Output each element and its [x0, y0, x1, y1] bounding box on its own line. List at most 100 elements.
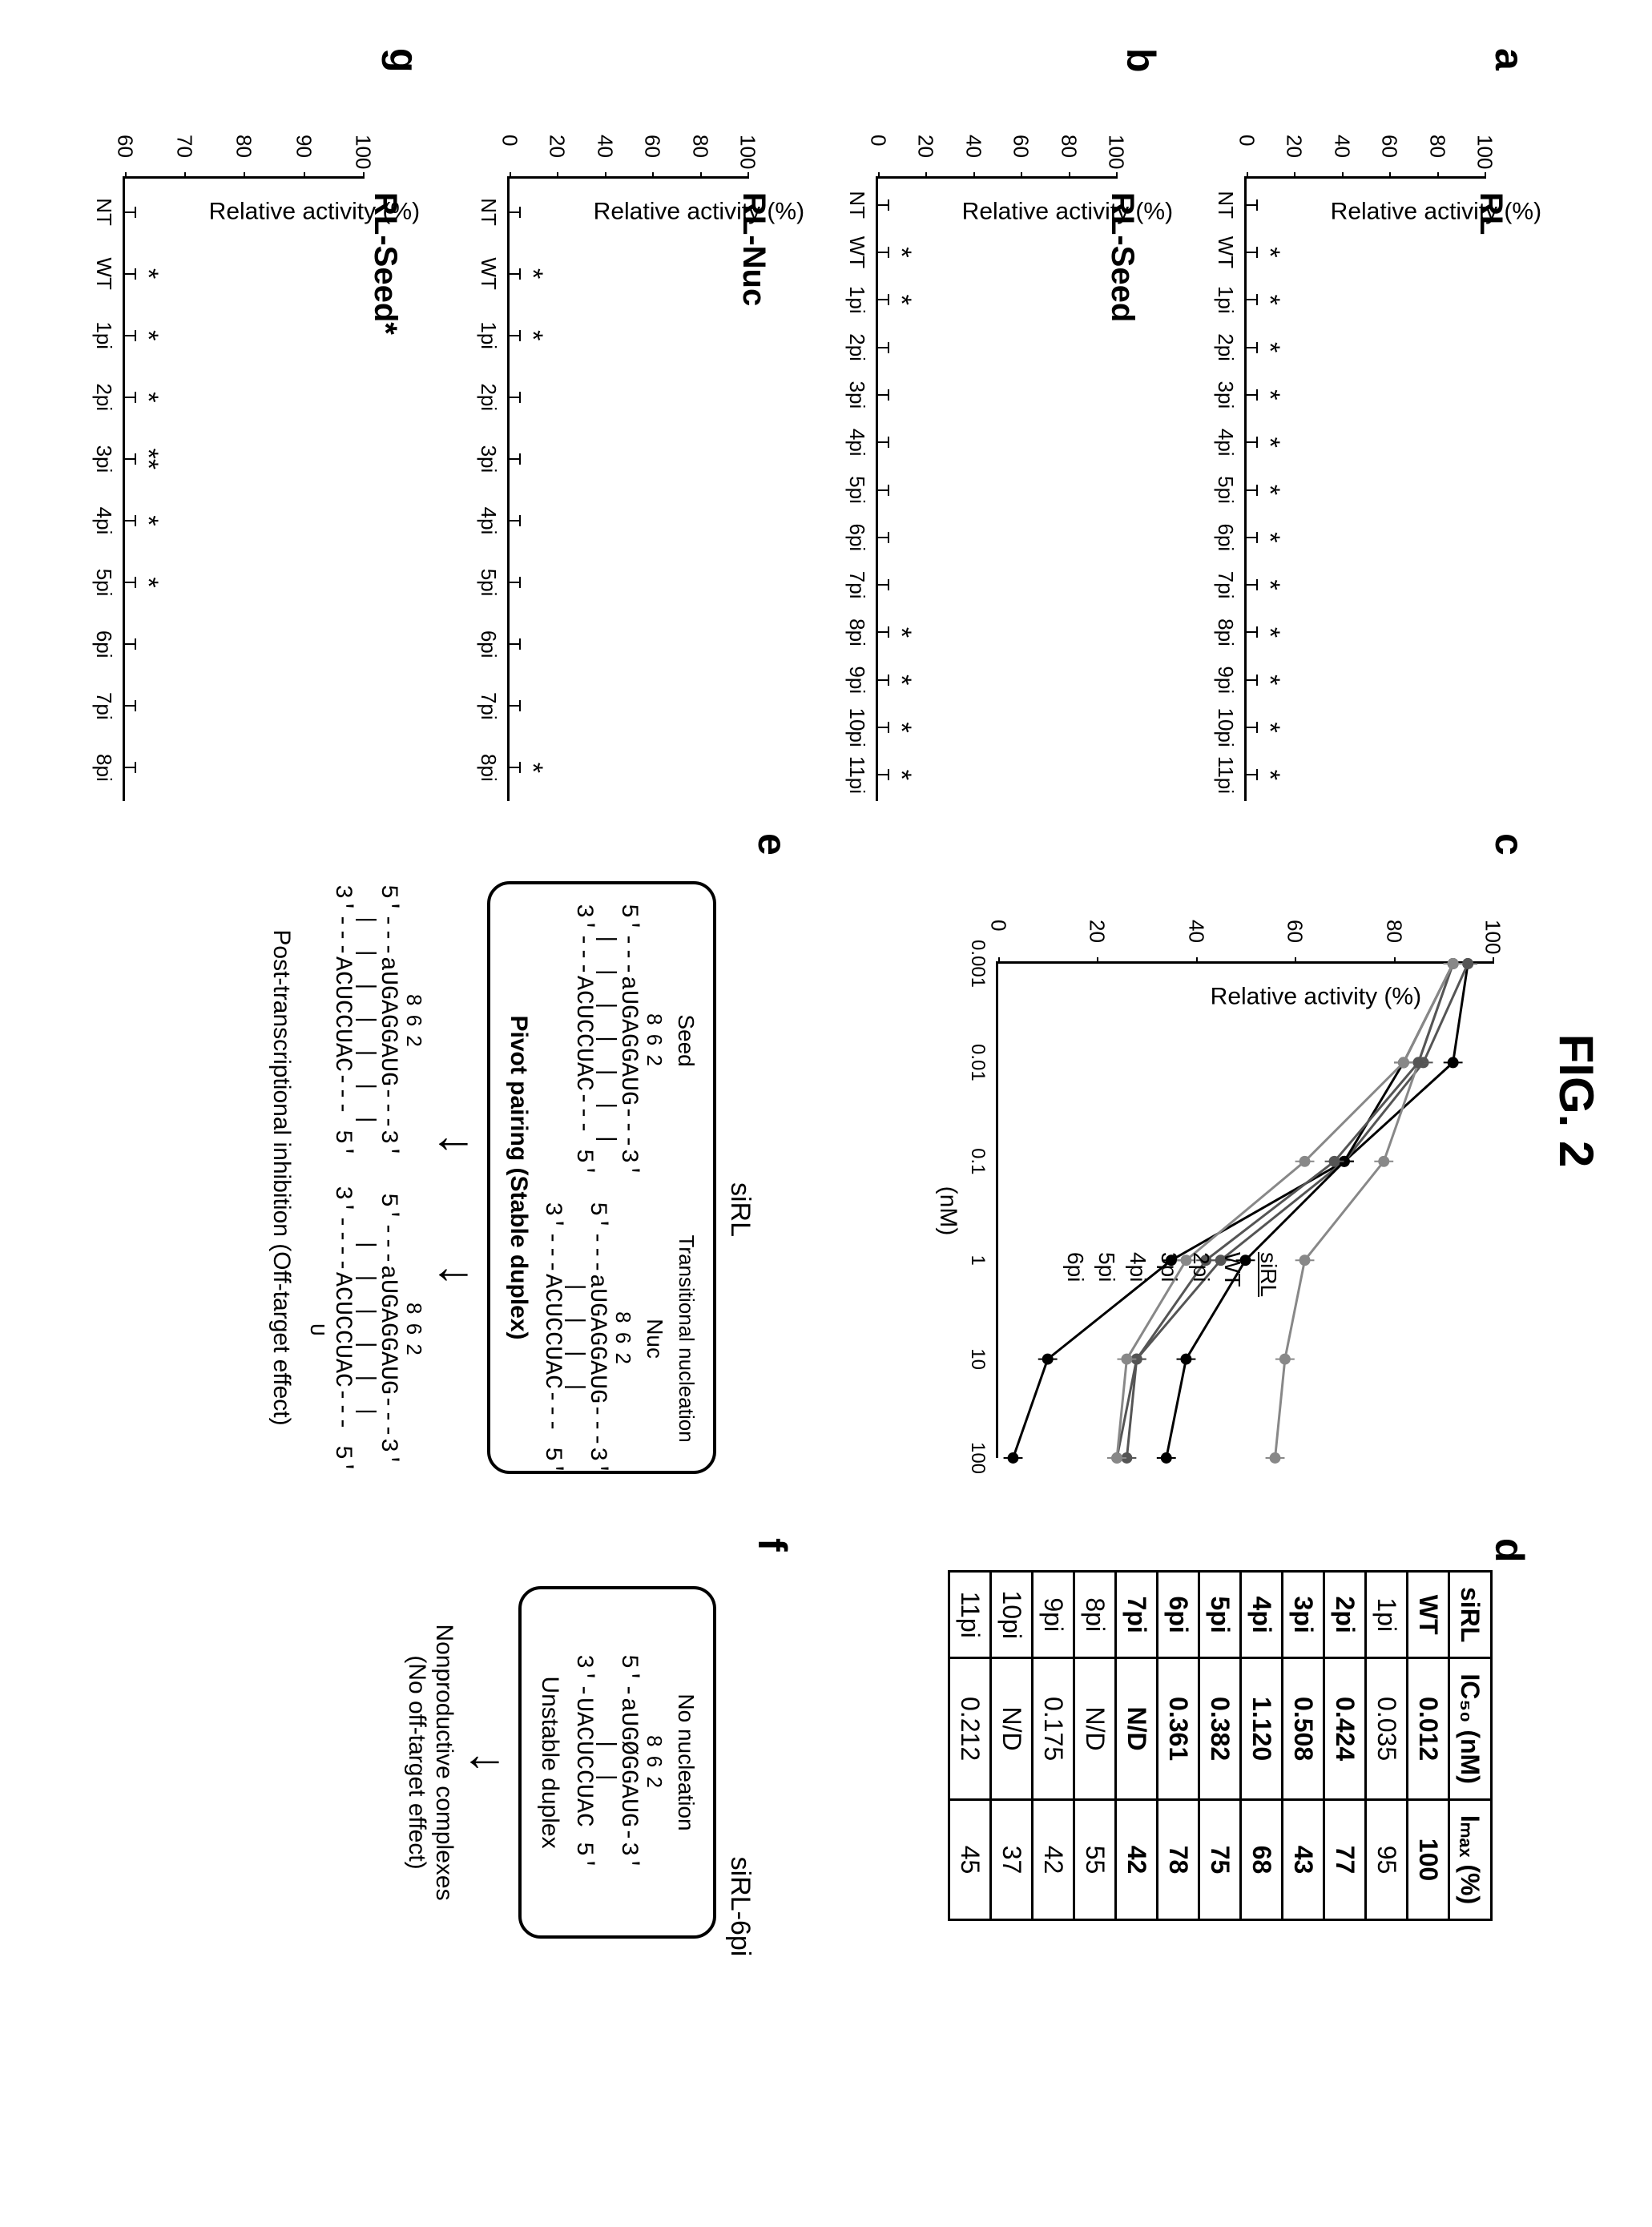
- xtick: 7pi: [91, 692, 116, 720]
- xtick: WT: [91, 257, 116, 289]
- sub-seed: Seed: [673, 904, 699, 1178]
- panel-e-letter: e: [749, 833, 796, 856]
- ytick: 20: [1085, 920, 1110, 943]
- panel-g-chart: Relative activity (%) 60708090100NT*WT*1…: [123, 176, 363, 801]
- xtick: 4pi: [844, 429, 869, 457]
- xtick: 8pi: [91, 754, 116, 782]
- xtick: 4pi: [1213, 429, 1238, 457]
- xtick: NT: [476, 198, 501, 226]
- table-cell: 5pi: [1199, 1572, 1241, 1658]
- significance-star: *: [517, 330, 548, 340]
- panel-d: d siRLIC₅₀ (nM)Iₘₐₓ (%)WT0.0121001pi0.03…: [812, 1570, 1525, 2211]
- xtick: 0.1: [966, 1148, 989, 1174]
- ytick: 80: [1056, 135, 1081, 158]
- pos-label: 8 6 2: [642, 904, 667, 1178]
- table-cell: 42: [1033, 1799, 1074, 1919]
- f-pair: | |: [597, 1609, 614, 1916]
- xtick: 100: [966, 1442, 989, 1474]
- significance-star: *: [885, 675, 917, 685]
- panel-c-chart: Relative activity (%) (nM) siRL WT2pi3pi…: [996, 961, 1493, 1458]
- xaxis-label: (nM): [934, 1186, 961, 1236]
- ytick: 100: [351, 135, 376, 169]
- significance-star: *: [1254, 580, 1285, 590]
- out-bot1: 3'---ACUCCUAC--- 5': [328, 881, 356, 1162]
- xtick: NT: [1213, 191, 1238, 219]
- arrow-down-icon: ↓ ↓: [433, 881, 481, 1538]
- significance-star: *: [517, 763, 548, 773]
- ytick: 20: [1282, 135, 1307, 158]
- sub-nuc: Nuc: [642, 1202, 667, 1476]
- scheme-f-box: No nucleation 8 6 2 5'-aUGØGGAUG-3' | | …: [518, 1586, 716, 1939]
- legend-item: 6pi: [1060, 1252, 1091, 1297]
- significance-star: *: [1254, 675, 1285, 685]
- seq-top2: 5'---aUGAGGAUG---3': [583, 1202, 610, 1476]
- figure-title: FIG. 2: [1549, 80, 1604, 2121]
- table-cell: 100: [1408, 1799, 1449, 1919]
- significance-star: *: [1254, 295, 1285, 305]
- ytick: 60: [1283, 920, 1307, 943]
- xtick: 6pi: [1213, 523, 1238, 551]
- seq-bot: 3'---ACUCCUAC--- 5': [570, 904, 597, 1178]
- f-out2: (No off-target effect): [403, 1586, 430, 1939]
- panel-a-chart: Relative activity (%) 020406080100NT*WT*…: [1244, 176, 1485, 801]
- ytick: 80: [1424, 135, 1449, 158]
- table-cell: 68: [1241, 1799, 1283, 1919]
- significance-star: *: [132, 268, 163, 279]
- ic50-table: siRLIC₅₀ (nM)Iₘₐₓ (%)WT0.0121001pi0.0359…: [948, 1570, 1493, 1921]
- xtick: 4pi: [91, 507, 116, 535]
- legend-title: siRL: [1253, 1252, 1284, 1297]
- significance-star: **: [132, 449, 163, 469]
- xtick: 1pi: [91, 321, 116, 349]
- legend-item: WT: [1217, 1252, 1248, 1297]
- significance-star: *: [1254, 247, 1285, 257]
- xtick: 2pi: [844, 333, 869, 361]
- table-cell: 95: [1366, 1799, 1408, 1919]
- table-cell: N/D: [991, 1658, 1033, 1800]
- table-cell: 6pi: [1158, 1572, 1199, 1658]
- panel-g-letter: g: [381, 48, 427, 73]
- table-cell: WT: [1408, 1572, 1449, 1658]
- panel-b-letter: b: [1118, 48, 1164, 73]
- significance-star: *: [517, 268, 548, 279]
- table-cell: 0.382: [1199, 1658, 1241, 1800]
- table-row: WT0.012100: [1408, 1572, 1449, 1920]
- xtick: 9pi: [844, 666, 869, 694]
- table-row: 4pi1.12068: [1241, 1572, 1283, 1920]
- ytick: 60: [1009, 135, 1034, 158]
- table-cell: 0.012: [1408, 1658, 1449, 1800]
- xtick: 0.01: [966, 1044, 989, 1081]
- xtick: 6pi: [91, 630, 116, 658]
- f-out1: Nonproductive complexes: [430, 1586, 457, 1939]
- significance-star: *: [132, 515, 163, 526]
- out-pair2: | | | | | |: [356, 1186, 373, 1474]
- xtick: WT: [1213, 236, 1238, 268]
- out-pos2: 8 6 2: [401, 1186, 426, 1474]
- significance-star: *: [1254, 342, 1285, 352]
- xtick: 2pi: [1213, 333, 1238, 361]
- xtick: 11pi: [1213, 756, 1238, 794]
- table-cell: 45: [949, 1799, 991, 1919]
- xtick: 10pi: [844, 708, 869, 747]
- xtick: 3pi: [844, 381, 869, 409]
- table-cell: 0.035: [1366, 1658, 1408, 1800]
- xtick: 7pi: [476, 692, 501, 720]
- panel-rlnuc-chart: Relative activity (%) 020406080100NT*WT*…: [507, 176, 747, 801]
- panel-a: a RL Relative activity (%) 020406080100N…: [1180, 80, 1525, 817]
- ytick: 40: [961, 135, 985, 158]
- f-sub: No nucleation: [673, 1609, 699, 1916]
- xtick: 3pi: [476, 445, 501, 473]
- xtick: 1: [966, 1255, 989, 1266]
- table-cell: 8pi: [1074, 1572, 1116, 1658]
- table-row: 7piN/D42: [1116, 1572, 1158, 1920]
- table-cell: N/D: [1074, 1658, 1116, 1800]
- table-cell: 55: [1074, 1799, 1116, 1919]
- xtick: 7pi: [844, 571, 869, 599]
- ytick: 40: [592, 135, 617, 158]
- xtick: 2pi: [476, 383, 501, 411]
- panel-rl-nuc: RL-Nuc Relative activity (%) 02040608010…: [443, 80, 788, 817]
- xtick: 2pi: [91, 383, 116, 411]
- significance-star: *: [1254, 770, 1285, 780]
- table-header: Iₘₐₓ (%): [1449, 1799, 1492, 1919]
- arrow-down-icon: ↓: [464, 1586, 512, 1939]
- xtick: 5pi: [476, 569, 501, 597]
